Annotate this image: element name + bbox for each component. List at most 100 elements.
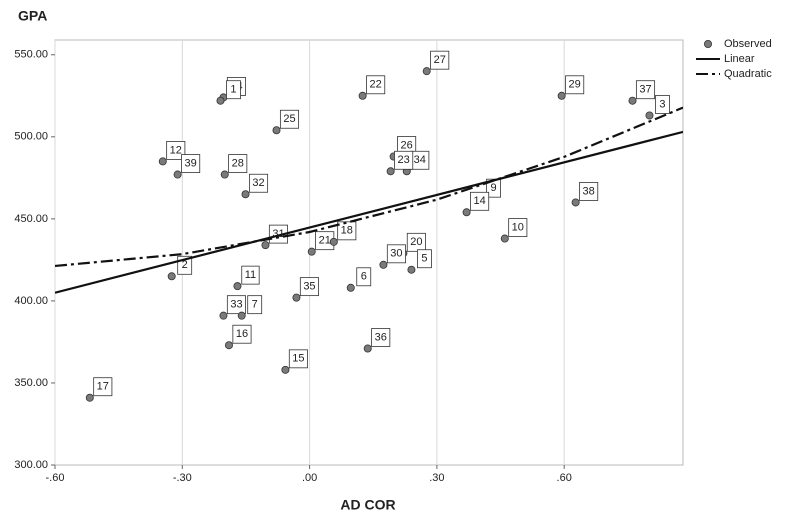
point-label-box: 25 <box>279 109 300 129</box>
label-frame <box>486 178 501 198</box>
point-label-box: 10 <box>508 218 528 237</box>
legend-label: Linear <box>724 53 755 65</box>
point-label: 15 <box>292 353 304 365</box>
label-frame <box>226 80 241 100</box>
point-label: 23 <box>398 154 410 166</box>
point-label: 3 <box>659 98 665 110</box>
point-label-box: 34 <box>410 150 430 170</box>
data-point <box>462 208 471 217</box>
point-label: 34 <box>414 154 426 166</box>
point-label: 32 <box>252 177 264 189</box>
label-frame <box>417 249 432 269</box>
point-label: 1 <box>230 84 236 96</box>
point-label: 25 <box>283 113 295 125</box>
point-label: 38 <box>583 185 595 197</box>
point-label-box: 30 <box>386 244 406 264</box>
point-label: 22 <box>370 79 382 91</box>
label-frame <box>247 295 263 315</box>
point-label: 7 <box>252 299 258 311</box>
legend-label: Quadratic <box>724 68 772 80</box>
point-label: 28 <box>232 157 244 169</box>
label-frame <box>248 173 269 193</box>
label-frame <box>181 154 201 173</box>
point-label: 20 <box>410 236 422 248</box>
label-frame <box>430 50 450 70</box>
point-label-box: 5 <box>417 249 432 269</box>
point-label: 29 <box>569 79 581 91</box>
point-label-box: 27 <box>430 50 450 70</box>
data-point <box>645 111 654 120</box>
fit-line <box>55 130 683 294</box>
data-point <box>220 170 229 179</box>
label-frame <box>470 191 490 211</box>
point-label: 37 <box>639 84 651 96</box>
data-point <box>292 293 301 302</box>
point-label: 10 <box>512 221 524 233</box>
label-frame <box>299 277 319 297</box>
data-point <box>628 96 637 105</box>
y-tick-label: 550.00 <box>14 49 48 61</box>
point-label-box: 14 <box>470 191 490 211</box>
fit-line <box>55 106 683 268</box>
point-label-box: 39 <box>181 154 201 173</box>
point-label: 14 <box>473 195 485 207</box>
data-point <box>261 241 270 250</box>
point-label-box: 17 <box>93 377 113 397</box>
data-point <box>219 311 228 320</box>
point-label-box: 22 <box>366 75 386 95</box>
point-label-box: 36 <box>371 328 391 347</box>
data-point <box>346 283 355 292</box>
point-label-box: 37 <box>635 80 656 100</box>
point-label: 9 <box>491 182 497 194</box>
point-label-box: 7 <box>247 295 263 315</box>
point-label: 26 <box>400 139 412 151</box>
point-label: 2 <box>182 259 188 271</box>
x-tick-label: .60 <box>557 472 572 484</box>
label-frame <box>228 154 248 173</box>
y-axis-title: GPA <box>18 8 47 24</box>
data-point <box>422 67 431 76</box>
x-tick-label: .30 <box>429 472 444 484</box>
data-point <box>237 311 246 320</box>
y-tick-label: 350.00 <box>14 377 48 389</box>
y-tick-label: 450.00 <box>14 213 48 225</box>
data-point <box>167 272 176 281</box>
legend-label: Observed <box>724 38 772 50</box>
legend-marker <box>704 40 713 49</box>
point-label-box: 28 <box>228 154 248 173</box>
data-point <box>158 157 167 166</box>
point-label-box: 3 <box>655 95 670 114</box>
data-point <box>363 344 372 353</box>
label-frame <box>279 109 300 129</box>
point-label: 21 <box>319 235 331 247</box>
label-frame <box>565 75 585 95</box>
data-point <box>386 167 395 176</box>
point-label: 16 <box>236 328 248 340</box>
point-label-box: 38 <box>579 182 599 201</box>
x-tick-label: .00 <box>302 472 317 484</box>
data-point <box>241 190 250 199</box>
point-label: 18 <box>341 225 353 237</box>
data-point <box>216 96 225 105</box>
data-point <box>272 126 281 135</box>
point-label-box: 20 <box>406 232 426 252</box>
point-label-box: 1 <box>226 80 241 100</box>
label-frame <box>232 324 252 344</box>
point-label-box: 12 <box>166 141 186 160</box>
point-label-box: 15 <box>288 349 308 369</box>
label-frame <box>655 95 670 114</box>
point-label: 11 <box>245 269 256 281</box>
point-label-box: 29 <box>565 75 585 95</box>
x-tick-label: -.30 <box>173 472 192 484</box>
data-point <box>173 170 182 179</box>
point-label: 17 <box>97 381 109 393</box>
point-label: 12 <box>170 144 182 156</box>
data-point <box>224 341 233 350</box>
y-tick-label: 300.00 <box>14 459 48 471</box>
point-label: 33 <box>230 299 242 311</box>
point-label: 35 <box>303 281 315 293</box>
point-label: 5 <box>421 253 427 265</box>
y-tick-label: 400.00 <box>14 295 48 307</box>
label-frame <box>371 328 391 347</box>
